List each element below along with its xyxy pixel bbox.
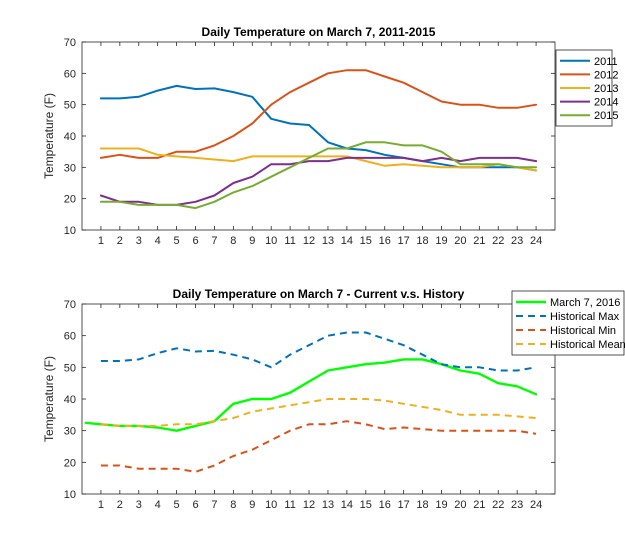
legend-entry: Historical Mean xyxy=(550,339,625,351)
x-tick-label: 18 xyxy=(416,499,428,511)
series-line-historical-mean xyxy=(100,398,537,427)
x-tick-label: 12 xyxy=(303,235,315,247)
legend-entry: 2015 xyxy=(594,110,618,122)
x-tick-label: 24 xyxy=(530,499,542,511)
chart-title: Daily Temperature on March 7, 2011-2015 xyxy=(202,25,436,39)
y-tick-label: 50 xyxy=(64,100,76,112)
x-tick-label: 4 xyxy=(155,499,161,511)
x-tick-label: 9 xyxy=(249,499,255,511)
series-line-2013 xyxy=(99,147,538,172)
x-tick-label: 7 xyxy=(211,235,217,247)
legend-entry: Historical Min xyxy=(550,325,616,337)
x-tick-label: 20 xyxy=(454,235,466,247)
x-tick-label: 5 xyxy=(174,499,180,511)
x-tick-label: 3 xyxy=(136,235,142,247)
y-tick-label: 10 xyxy=(64,489,76,501)
chart-2: 1 2 3 4 5 6 7 8 9 10 11 12 13 14 15 16 17 18 19 20 21 22 23 241… xyxy=(42,287,625,511)
x-tick-label: 19 xyxy=(435,235,447,247)
legend-entry: 2011 xyxy=(594,56,618,68)
y-tick-label: 60 xyxy=(64,331,76,343)
y-tick-label: 30 xyxy=(64,426,76,438)
x-tick-label: 16 xyxy=(379,235,391,247)
x-tick-label: 14 xyxy=(341,499,353,511)
legend-entry: 2013 xyxy=(594,83,618,95)
x-tick-label: 6 xyxy=(192,235,198,247)
x-tick-label: 8 xyxy=(230,235,236,247)
x-tick-label: 24 xyxy=(530,235,542,247)
y-tick-label: 20 xyxy=(64,194,76,206)
y-axis-label: Temperature (F) xyxy=(42,356,56,442)
x-tick-label: 16 xyxy=(379,499,391,511)
y-tick-label: 60 xyxy=(64,68,76,80)
x-tick-label: 19 xyxy=(435,499,447,511)
plot-area xyxy=(82,42,555,230)
series-line-2012 xyxy=(99,69,538,159)
y-tick-label: 30 xyxy=(64,162,76,174)
x-tick-label: 10 xyxy=(265,499,277,511)
legend-entry: 2012 xyxy=(594,69,618,81)
x-tick-label: 13 xyxy=(322,235,334,247)
x-tick-label: 13 xyxy=(322,499,334,511)
plot-area xyxy=(82,304,555,494)
x-tick-label: 1 xyxy=(98,499,104,511)
chart-1: 1 2 3 4 5 6 7 8 9 10 11 12 13 14 15 16 17 18 19 20 21 22 23 241… xyxy=(42,25,618,247)
x-tick-label: 22 xyxy=(492,499,504,511)
x-tick-label: 11 xyxy=(284,235,295,247)
x-tick-label: 2 xyxy=(117,499,123,511)
y-tick-label: 10 xyxy=(64,225,76,237)
y-tick-label: 40 xyxy=(64,394,76,406)
series-line-march-7-2016 xyxy=(84,358,538,432)
x-tick-label: 1 xyxy=(98,235,104,247)
series-line-historical-max xyxy=(100,331,537,372)
x-tick-label: 10 xyxy=(265,235,277,247)
x-tick-label: 11 xyxy=(284,499,295,511)
legend-entry: Historical Max xyxy=(550,311,620,323)
x-tick-label: 23 xyxy=(511,235,523,247)
x-tick-label: 14 xyxy=(341,235,353,247)
x-tick-label: 3 xyxy=(136,499,142,511)
x-tick-label: 5 xyxy=(174,235,180,247)
x-tick-label: 8 xyxy=(230,499,236,511)
x-tick-label: 2 xyxy=(117,235,123,247)
x-tick-label: 21 xyxy=(473,499,485,511)
x-tick-label: 22 xyxy=(492,235,504,247)
x-tick-label: 4 xyxy=(155,235,161,247)
y-tick-label: 50 xyxy=(64,362,76,374)
legend: March 7, 2016 Historical Max Historical Mi… xyxy=(511,290,625,356)
x-tick-label: 12 xyxy=(303,499,315,511)
y-tick-label: 40 xyxy=(64,131,76,143)
y-tick-label: 70 xyxy=(64,37,76,49)
y-axis-label: Temperature (F) xyxy=(42,93,56,179)
x-tick-label: 21 xyxy=(473,235,485,247)
x-tick-label: 18 xyxy=(416,235,428,247)
chart-title: Daily Temperature on March 7 - Current v… xyxy=(173,287,465,301)
x-tick-label: 9 xyxy=(249,235,255,247)
x-tick-label: 17 xyxy=(398,235,410,247)
x-tick-label: 23 xyxy=(511,499,523,511)
series-line-historical-min xyxy=(100,420,537,473)
x-tick-label: 17 xyxy=(398,499,410,511)
legend-entry: 2014 xyxy=(594,97,618,109)
x-tick-label: 20 xyxy=(454,499,466,511)
x-tick-label: 7 xyxy=(211,499,217,511)
x-tick-label: 6 xyxy=(192,499,198,511)
series-line-2015 xyxy=(99,141,538,210)
x-tick-label: 15 xyxy=(360,235,372,247)
y-tick-label: 70 xyxy=(64,299,76,311)
x-tick-label: 15 xyxy=(360,499,372,511)
y-tick-label: 20 xyxy=(64,457,76,469)
legend-entry: March 7, 2016 xyxy=(550,297,620,309)
